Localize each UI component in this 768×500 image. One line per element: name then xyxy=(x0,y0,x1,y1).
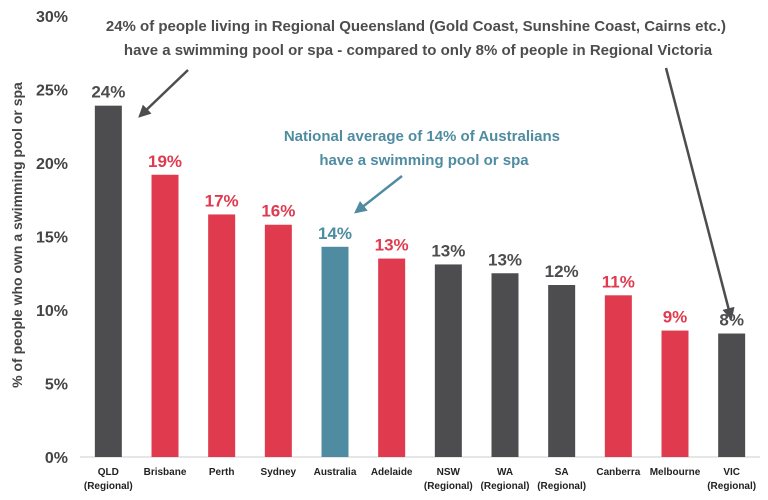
bar xyxy=(604,295,632,457)
y-axis-ticks: 0% 5% 10% 15% 20% 25% 30% xyxy=(36,9,68,467)
x-tick-label-line: (Regional) xyxy=(424,481,473,492)
data-label: 11% xyxy=(602,272,635,291)
bar xyxy=(491,273,519,457)
bar xyxy=(718,333,746,457)
x-axis-ticks: QLD (Regional) Brisbane Perth Sydney Australi… xyxy=(84,467,756,492)
x-tick-label-line: NSW xyxy=(437,467,461,478)
bar xyxy=(151,174,179,457)
arrow-to-australia xyxy=(354,175,403,214)
annotation-regional-line-2: have a swimming pool or spa - compared t… xyxy=(124,42,713,59)
x-tick-label: SA (Regional) xyxy=(537,467,586,492)
y-tick-label: 0% xyxy=(45,450,68,467)
arrow-to-vic-regional xyxy=(664,67,735,321)
x-tick-label-line: (Regional) xyxy=(84,481,133,492)
x-tick-label-line: (Regional) xyxy=(707,481,756,492)
bar xyxy=(548,285,576,457)
data-label: 13% xyxy=(431,241,465,260)
x-tick-label: NSW (Regional) xyxy=(424,467,473,492)
x-tick-label: WA (Regional) xyxy=(481,467,530,492)
annotation-national-line-1: National average of 14% of Australians xyxy=(284,128,560,145)
bar xyxy=(94,105,122,458)
data-label: 12% xyxy=(545,262,579,281)
arrow-to-qld-regional xyxy=(138,69,189,118)
bar xyxy=(321,246,349,457)
data-labels: 24% 19% 17% 16% 14% 13% 13% 13% 12% 11% 9% 8% xyxy=(91,83,744,330)
x-tick-label-line: Perth xyxy=(209,467,235,478)
data-label: 9% xyxy=(663,308,688,327)
x-tick-label-line: Adelaide xyxy=(371,467,413,478)
bars xyxy=(94,105,746,458)
y-tick-label: 15% xyxy=(36,230,68,247)
x-tick-label: QLD (Regional) xyxy=(84,467,133,492)
y-tick-label: 30% xyxy=(36,9,68,26)
data-label: 13% xyxy=(375,236,409,255)
annotation-regional-line-1: 24% of people living in Regional Queensl… xyxy=(106,18,726,35)
annotation-regional: 24% of people living in Regional Queensl… xyxy=(106,18,730,59)
x-tick-label-line: QLD xyxy=(98,467,119,478)
x-tick-label: Perth xyxy=(209,467,235,478)
x-tick-label-line: Sydney xyxy=(261,467,297,478)
x-tick-label: VIC (Regional) xyxy=(707,467,756,492)
y-tick-label: 20% xyxy=(36,156,68,173)
x-tick-label-line: Brisbane xyxy=(144,467,187,478)
data-label: 24% xyxy=(91,83,125,102)
x-tick-label-line: Australia xyxy=(314,467,357,478)
x-tick-label-line: SA xyxy=(555,467,569,478)
x-tick-label-line: (Regional) xyxy=(481,481,530,492)
data-label: 19% xyxy=(148,152,182,171)
bar xyxy=(434,264,462,457)
x-tick-label-line: WA xyxy=(497,467,513,478)
x-tick-label: Adelaide xyxy=(371,467,413,478)
x-tick-label: Canberra xyxy=(596,467,640,478)
y-axis-label: % of people who own a swimming pool or s… xyxy=(9,82,25,388)
x-tick-label-line: (Regional) xyxy=(537,481,586,492)
data-label: 17% xyxy=(205,191,239,210)
y-tick-label: 5% xyxy=(45,377,68,394)
x-tick-label-line: VIC xyxy=(723,467,740,478)
x-tick-label: Sydney xyxy=(261,467,297,478)
x-tick-label-line: Melbourne xyxy=(650,467,701,478)
data-label: 16% xyxy=(261,202,295,221)
data-label: 8% xyxy=(719,311,744,330)
y-tick-label: 25% xyxy=(36,83,68,100)
annotation-national: National average of 14% of Australians h… xyxy=(284,128,564,169)
bar xyxy=(264,224,292,457)
data-label: 14% xyxy=(318,224,352,243)
annotation-national-line-2: have a swimming pool or spa xyxy=(319,152,529,169)
bar xyxy=(208,214,236,457)
x-tick-label: Melbourne xyxy=(650,467,701,478)
data-label: 13% xyxy=(488,250,522,269)
x-tick-label: Brisbane xyxy=(144,467,187,478)
y-tick-label: 10% xyxy=(36,303,68,320)
bar xyxy=(378,258,406,457)
x-tick-label: Australia xyxy=(314,467,357,478)
x-tick-label-line: Canberra xyxy=(596,467,640,478)
bar xyxy=(661,330,689,457)
